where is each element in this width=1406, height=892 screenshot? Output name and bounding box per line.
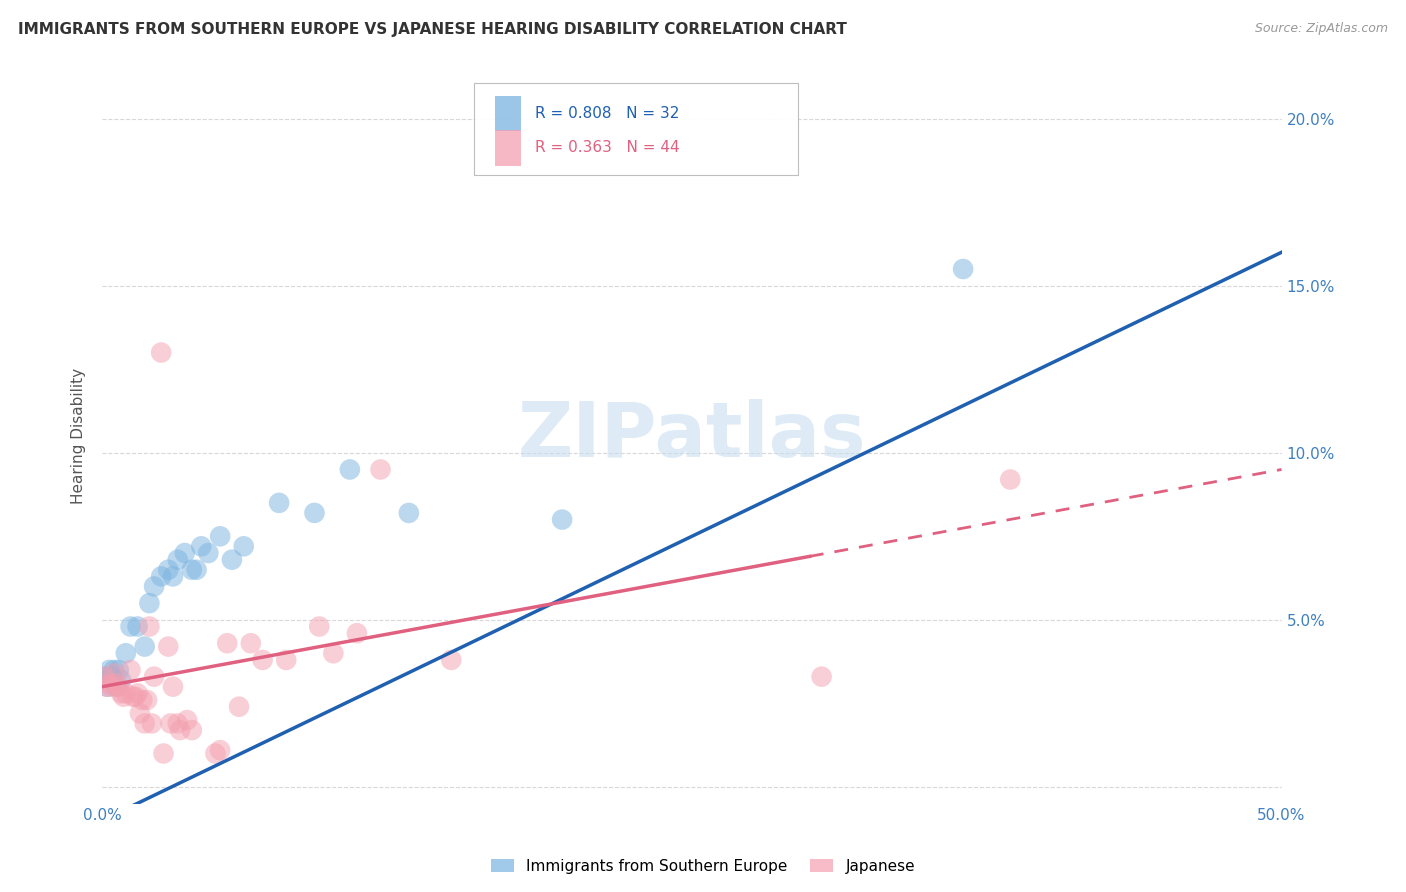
Point: [551, 513, 574, 527]
Legend: Immigrants from Southern Europe, Japanese: Immigrants from Southern Europe, Japanes…: [485, 853, 921, 880]
Point: [180, 723, 202, 738]
Bar: [495, 95, 520, 131]
Point: [176, 713, 198, 727]
Point: [129, 706, 152, 721]
Point: [209, 529, 232, 543]
Point: [107, 680, 129, 694]
Point: [131, 693, 153, 707]
Point: [112, 690, 135, 704]
Point: [204, 747, 226, 761]
Point: [110, 673, 132, 687]
Point: [96, 680, 118, 694]
FancyBboxPatch shape: [474, 83, 799, 175]
Point: [239, 636, 262, 650]
Point: [169, 723, 191, 738]
Text: R = 0.808   N = 32: R = 0.808 N = 32: [536, 106, 679, 120]
Point: [269, 496, 291, 510]
Point: [190, 539, 212, 553]
Point: [100, 680, 122, 694]
Point: [105, 680, 128, 694]
Point: [304, 506, 326, 520]
Point: [143, 579, 166, 593]
Point: [127, 686, 149, 700]
Point: [322, 646, 344, 660]
Point: [1000, 473, 1022, 487]
Point: [96, 680, 118, 694]
Point: [93, 670, 115, 684]
Point: [138, 596, 160, 610]
Point: [159, 716, 181, 731]
Point: [100, 670, 122, 684]
Point: [124, 690, 146, 704]
Text: IMMIGRANTS FROM SOUTHERN EUROPE VS JAPANESE HEARING DISABILITY CORRELATION CHART: IMMIGRANTS FROM SOUTHERN EUROPE VS JAPAN…: [18, 22, 848, 37]
Point: [252, 653, 274, 667]
Point: [276, 653, 298, 667]
Point: [810, 670, 832, 684]
Point: [143, 670, 166, 684]
Point: [157, 563, 180, 577]
Point: [221, 552, 243, 566]
Point: [98, 663, 121, 677]
Point: [173, 546, 195, 560]
Point: [110, 686, 132, 700]
Point: [141, 716, 163, 731]
Point: [114, 686, 136, 700]
Y-axis label: Hearing Disability: Hearing Disability: [72, 368, 86, 504]
Point: [180, 563, 202, 577]
Point: [152, 747, 174, 761]
Point: [120, 663, 142, 677]
Point: [398, 506, 420, 520]
Point: [150, 345, 173, 359]
Point: [138, 619, 160, 633]
Point: [107, 663, 129, 677]
Point: [440, 653, 463, 667]
Point: [157, 640, 180, 654]
Point: [162, 680, 184, 694]
Point: [105, 676, 128, 690]
Point: [122, 690, 145, 704]
Point: [136, 693, 159, 707]
Point: [103, 666, 125, 681]
Point: [98, 676, 121, 690]
Point: [103, 663, 125, 677]
Point: [150, 569, 173, 583]
Point: [166, 552, 188, 566]
Point: [162, 569, 184, 583]
Point: [339, 462, 361, 476]
Point: [217, 636, 239, 650]
Bar: [495, 130, 520, 166]
Point: [186, 563, 208, 577]
Point: [370, 462, 392, 476]
Point: [166, 716, 188, 731]
Point: [346, 626, 368, 640]
Text: Source: ZipAtlas.com: Source: ZipAtlas.com: [1254, 22, 1388, 36]
Point: [209, 743, 232, 757]
Text: R = 0.363   N = 44: R = 0.363 N = 44: [536, 140, 679, 155]
Point: [197, 546, 219, 560]
Point: [120, 619, 142, 633]
Point: [952, 262, 974, 277]
Point: [114, 646, 136, 660]
Point: [134, 716, 156, 731]
Point: [232, 539, 254, 553]
Point: [127, 619, 149, 633]
Point: [308, 619, 330, 633]
Point: [134, 640, 156, 654]
Text: ZIPatlas: ZIPatlas: [517, 399, 866, 473]
Point: [228, 699, 250, 714]
Point: [93, 670, 115, 684]
